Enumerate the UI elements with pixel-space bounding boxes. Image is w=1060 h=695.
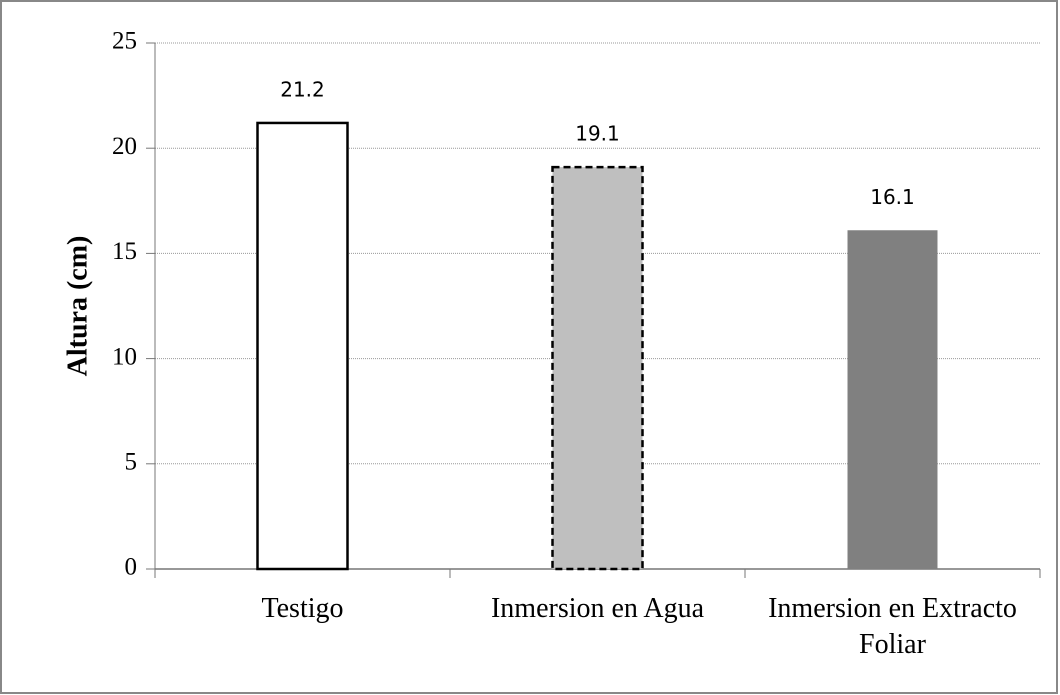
y-tick-label: 20: [112, 133, 137, 160]
bar: [847, 230, 938, 570]
data-label: 16.1: [870, 185, 915, 209]
bar: [551, 165, 644, 571]
x-tick-label: Inmersion en Extracto Foliar: [768, 593, 1017, 660]
y-axis-title: Altura (cm): [62, 236, 93, 377]
y-tick-label: 10: [112, 343, 137, 370]
data-label: 19.1: [575, 122, 620, 146]
x-tick-label: Testigo: [261, 593, 344, 624]
y-tick-label: 15: [112, 238, 137, 265]
y-tick-label: 0: [125, 554, 138, 581]
y-tick-label: 5: [125, 449, 138, 476]
bar: [256, 121, 349, 571]
x-tick-label: Inmersion en Agua: [490, 593, 705, 624]
data-label: 21.2: [280, 77, 325, 101]
y-tick-label: 25: [112, 28, 137, 55]
